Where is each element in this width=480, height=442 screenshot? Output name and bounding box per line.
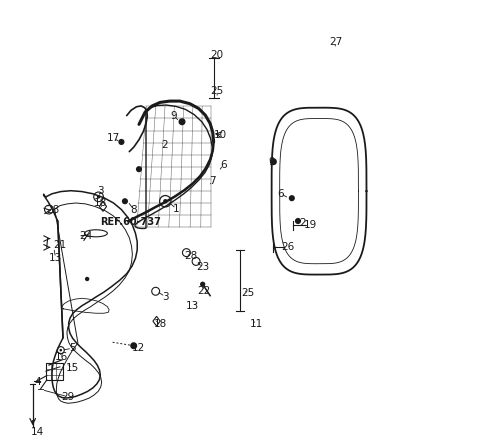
Text: 12: 12 — [132, 343, 145, 353]
Text: 8: 8 — [131, 205, 137, 214]
Text: 3: 3 — [97, 186, 104, 196]
Circle shape — [289, 195, 295, 201]
Text: 13: 13 — [49, 253, 62, 263]
Circle shape — [200, 282, 205, 287]
Text: 26: 26 — [281, 242, 294, 252]
Text: 24: 24 — [79, 231, 92, 241]
Text: 7: 7 — [209, 176, 216, 187]
Text: 28: 28 — [47, 205, 60, 214]
Text: 9: 9 — [171, 110, 178, 121]
Text: 17: 17 — [107, 133, 120, 143]
Text: 6: 6 — [220, 160, 227, 170]
Text: 3: 3 — [162, 292, 168, 301]
Text: REF.60-737: REF.60-737 — [100, 217, 161, 227]
Text: 28: 28 — [184, 251, 197, 261]
Text: 2: 2 — [299, 218, 306, 228]
Circle shape — [179, 118, 186, 125]
Text: 25: 25 — [211, 86, 224, 96]
Text: 1: 1 — [173, 204, 180, 213]
Text: 25: 25 — [241, 289, 254, 298]
Circle shape — [122, 198, 128, 204]
Text: 21: 21 — [53, 240, 67, 250]
Circle shape — [270, 158, 277, 165]
Circle shape — [85, 277, 89, 281]
Text: 19: 19 — [304, 221, 317, 230]
Text: 22: 22 — [197, 286, 211, 296]
Text: 27: 27 — [329, 37, 342, 47]
Text: 13: 13 — [186, 301, 199, 311]
Text: 23: 23 — [196, 262, 209, 272]
Text: 18: 18 — [94, 198, 108, 209]
Text: 16: 16 — [55, 352, 68, 362]
Text: 6: 6 — [277, 189, 284, 199]
Text: 20: 20 — [211, 50, 224, 60]
Circle shape — [130, 342, 137, 349]
Circle shape — [60, 349, 62, 351]
Circle shape — [119, 139, 124, 145]
Circle shape — [163, 199, 168, 203]
Text: 2: 2 — [161, 141, 168, 150]
Text: 15: 15 — [66, 363, 79, 373]
Text: 29: 29 — [61, 392, 74, 402]
Text: 9: 9 — [268, 157, 275, 167]
Text: 11: 11 — [250, 319, 264, 329]
Text: 5: 5 — [69, 343, 75, 353]
Text: 18: 18 — [154, 319, 167, 329]
Text: 10: 10 — [214, 130, 227, 140]
Circle shape — [295, 218, 301, 224]
Circle shape — [97, 195, 100, 198]
Circle shape — [136, 166, 142, 172]
Text: 14: 14 — [30, 427, 44, 437]
Text: 4: 4 — [35, 377, 41, 387]
